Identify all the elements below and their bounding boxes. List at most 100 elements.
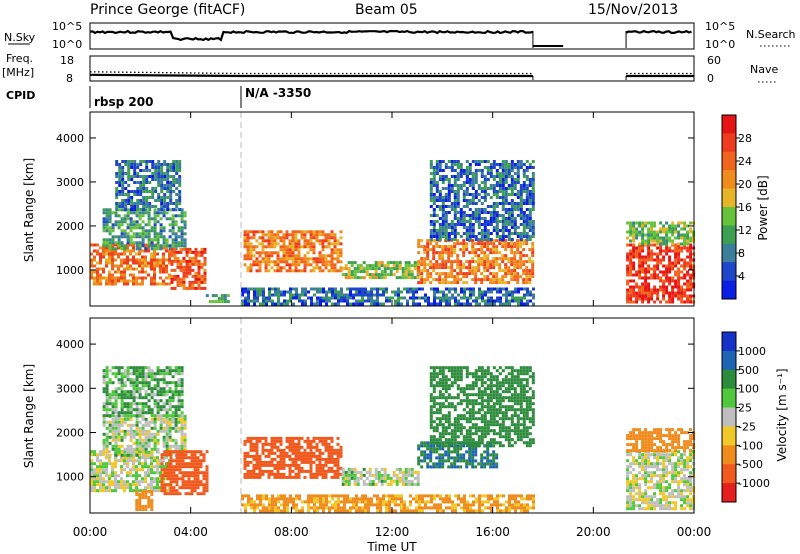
band-a-cell	[144, 462, 147, 466]
band-j-cell	[528, 166, 532, 169]
band-g-cell	[268, 290, 271, 294]
band-i-cell	[444, 245, 448, 249]
band-k-cell	[635, 282, 639, 286]
band-d-cell	[171, 390, 175, 394]
band-i-cell	[522, 272, 526, 276]
band-i-cell	[498, 242, 502, 246]
band-i-cell	[441, 254, 445, 258]
band-g-cell	[463, 302, 466, 306]
band-d-cell	[148, 175, 152, 178]
band-e-cell	[214, 300, 218, 304]
band-k-cell	[641, 294, 645, 298]
band-i-cell	[432, 278, 436, 282]
band-j-cell	[453, 223, 457, 226]
band-i-cell	[423, 281, 427, 285]
band-g-cell	[466, 302, 469, 306]
band-k-cell	[632, 261, 636, 265]
band-g-cell	[373, 299, 376, 303]
band-a-cell	[99, 477, 102, 481]
band-j-cell	[519, 190, 523, 193]
band-g-cell	[397, 296, 400, 300]
band-a-cell	[138, 489, 141, 493]
band-g-cell	[340, 500, 343, 504]
band-d-cell	[145, 199, 149, 202]
band-a-cell	[147, 465, 150, 469]
band-b-cell	[135, 226, 139, 230]
band-f-cell	[252, 436, 256, 440]
band-l-cell	[671, 227, 675, 231]
band-h-cell	[410, 264, 414, 268]
band-b-cell	[147, 241, 151, 245]
band-i-cell	[477, 260, 481, 264]
band-d-cell	[180, 411, 184, 415]
band-a-cell	[147, 474, 150, 478]
band-d-cell	[177, 393, 181, 397]
band-c-cell	[182, 247, 186, 251]
band-f-cell	[255, 442, 259, 446]
band-j-cell	[516, 235, 520, 238]
band-j-cell	[480, 202, 484, 205]
band-f-cell	[297, 466, 301, 470]
band-a-cell	[90, 270, 93, 274]
band-k-cell	[665, 285, 669, 289]
band-d-cell	[157, 160, 161, 163]
band-a-cell	[99, 486, 102, 490]
band-b-cell	[129, 435, 133, 439]
band-j-cell	[498, 202, 502, 205]
band-k-cell	[671, 300, 675, 304]
band-l-cell	[638, 242, 642, 246]
band-a-cell	[159, 264, 162, 268]
band-j-cell	[501, 160, 505, 163]
band-j-cell	[459, 187, 463, 190]
band-a-cell	[102, 249, 105, 253]
band-f-cell	[252, 260, 256, 264]
band-h-cell	[386, 267, 390, 271]
band-j-cell	[435, 235, 439, 238]
band-b-cell	[102, 208, 106, 212]
band-b-cell	[135, 232, 139, 236]
band-c-cell	[200, 262, 204, 266]
band-f-cell	[315, 445, 319, 449]
band-d-cell	[169, 187, 173, 190]
band-d-cell	[139, 184, 143, 187]
band-b-cell	[156, 247, 160, 251]
band-c-cell	[194, 259, 198, 263]
band-c-cell	[197, 271, 201, 275]
band-g-cell	[373, 302, 376, 306]
band-f-cell	[243, 257, 247, 261]
band-a-cell	[141, 270, 144, 274]
band-g-cell	[427, 296, 430, 300]
band-i-cell	[453, 251, 457, 255]
band-l-cell	[644, 221, 648, 225]
band-f-cell	[246, 248, 250, 252]
band-k-cell	[662, 297, 666, 301]
band-i-cell	[420, 269, 424, 273]
band-l-cell	[653, 233, 657, 237]
band-h-cell	[383, 273, 387, 277]
band-b-cell	[135, 423, 139, 427]
band-b-cell	[150, 438, 154, 442]
band-g-cell	[253, 287, 256, 291]
band-g-cell	[505, 290, 508, 294]
band-f-cell	[294, 248, 298, 252]
band-c-cell	[170, 280, 174, 284]
band-d-cell	[105, 402, 109, 406]
band-d-cell	[160, 166, 164, 169]
band-b-cell	[126, 214, 130, 218]
band-d-cell	[129, 411, 133, 415]
band-j-cell	[513, 205, 517, 208]
band-h-cell	[398, 276, 402, 280]
band-b-cell	[126, 226, 130, 230]
band-b-cell	[120, 450, 124, 454]
band-d-cell	[177, 366, 181, 370]
band-j-cell	[468, 229, 472, 232]
band-d-cell	[168, 390, 172, 394]
band-d-cell	[144, 375, 148, 379]
band-d-cell	[159, 378, 163, 382]
band-f-cell	[276, 460, 280, 464]
band-a-cell	[150, 267, 153, 271]
band-c-cell	[202, 486, 206, 490]
band-k-cell	[644, 294, 648, 298]
band-c-cell	[179, 268, 183, 272]
band-i-cell	[513, 251, 517, 255]
